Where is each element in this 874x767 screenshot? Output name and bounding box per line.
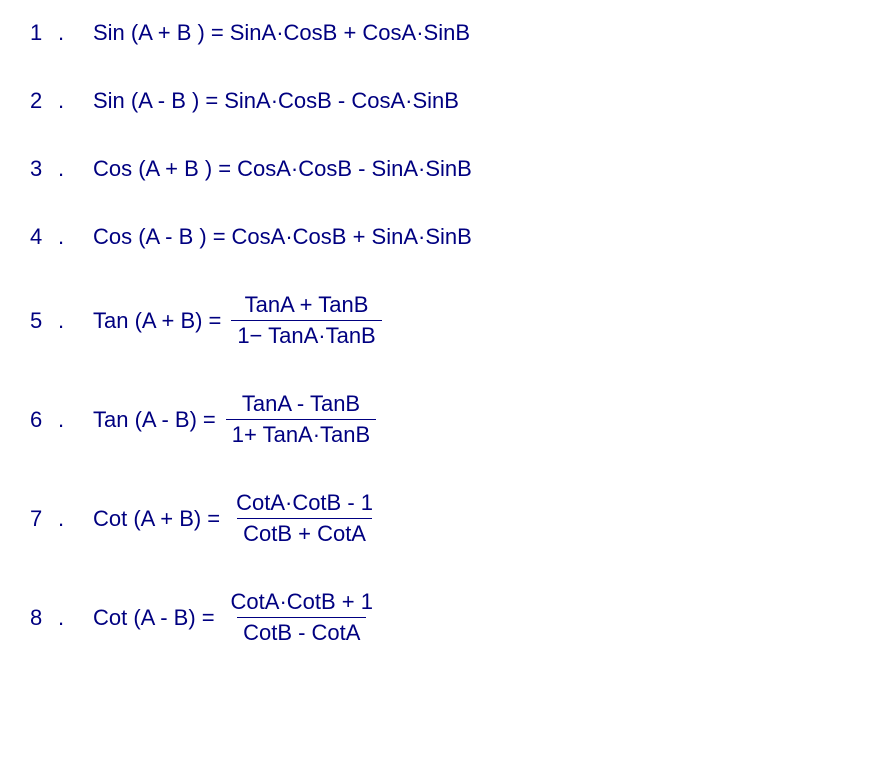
fraction-numerator: TanA + TanB <box>239 292 375 320</box>
formula-lhs: Tan (A + B) <box>93 308 202 334</box>
formula-dot: . <box>58 20 93 46</box>
fraction-numerator: TanA - TanB <box>236 391 366 419</box>
formula-lhs: Tan (A - B) <box>93 407 197 433</box>
formula-rhs: SinA·CosB + CosA·SinB <box>230 20 470 46</box>
formula-rhs: CosA·CosB - SinA·SinB <box>237 156 472 182</box>
formula-number: 3 <box>30 156 58 182</box>
formula-row: 4 . Cos (A - B ) = CosA·CosB + SinA·SinB <box>30 224 844 250</box>
formula-lhs: Sin (A - B ) <box>93 88 199 114</box>
formula-rhs: SinA·CosB - CosA·SinB <box>224 88 459 114</box>
formula-dot: . <box>58 407 93 433</box>
formula-row: 3 . Cos (A + B ) = CosA·CosB - SinA·SinB <box>30 156 844 182</box>
formula-lhs: Cos (A - B ) <box>93 224 207 250</box>
equals-sign: = <box>202 308 227 334</box>
formula-lhs: Sin (A + B ) <box>93 20 205 46</box>
formula-row: 8 . Cot (A - B) = CotA·CotB + 1 CotB - C… <box>30 589 844 646</box>
formula-row: 6 . Tan (A - B) = TanA - TanB 1+ TanA·Ta… <box>30 391 844 448</box>
equals-sign: = <box>212 156 237 182</box>
formula-number: 8 <box>30 605 58 631</box>
fraction-denominator: CotB + CotA <box>237 518 372 547</box>
formula-lhs: Cos (A + B ) <box>93 156 212 182</box>
equals-sign: = <box>197 407 222 433</box>
fraction-numerator: CotA·CotB + 1 <box>225 589 379 617</box>
formula-list: 1 . Sin (A + B ) = SinA·CosB + CosA·SinB… <box>0 0 874 708</box>
formula-fraction: CotA·CotB - 1 CotB + CotA <box>230 490 379 547</box>
formula-number: 6 <box>30 407 58 433</box>
formula-row: 5 . Tan (A + B) = TanA + TanB 1− TanA·Ta… <box>30 292 844 349</box>
formula-row: 7 . Cot (A + B) = CotA·CotB - 1 CotB + C… <box>30 490 844 547</box>
formula-row: 2 . Sin (A - B ) = SinA·CosB - CosA·SinB <box>30 88 844 114</box>
equals-sign: = <box>196 605 221 631</box>
equals-sign: = <box>205 20 230 46</box>
formula-fraction: CotA·CotB + 1 CotB - CotA <box>225 589 379 646</box>
formula-dot: . <box>58 605 93 631</box>
formula-row: 1 . Sin (A + B ) = SinA·CosB + CosA·SinB <box>30 20 844 46</box>
fraction-denominator: 1− TanA·TanB <box>231 320 381 349</box>
formula-dot: . <box>58 88 93 114</box>
formula-lhs: Cot (A + B) <box>93 506 201 532</box>
equals-sign: = <box>207 224 232 250</box>
fraction-denominator: CotB - CotA <box>237 617 366 646</box>
formula-dot: . <box>58 308 93 334</box>
formula-lhs: Cot (A - B) <box>93 605 196 631</box>
formula-fraction: TanA + TanB 1− TanA·TanB <box>231 292 381 349</box>
formula-number: 1 <box>30 20 58 46</box>
formula-number: 4 <box>30 224 58 250</box>
equals-sign: = <box>201 506 226 532</box>
equals-sign: = <box>199 88 224 114</box>
formula-dot: . <box>58 156 93 182</box>
formula-dot: . <box>58 506 93 532</box>
formula-rhs: CosA·CosB + SinA·SinB <box>232 224 472 250</box>
formula-number: 2 <box>30 88 58 114</box>
fraction-numerator: CotA·CotB - 1 <box>230 490 379 518</box>
fraction-denominator: 1+ TanA·TanB <box>226 419 376 448</box>
formula-fraction: TanA - TanB 1+ TanA·TanB <box>226 391 376 448</box>
formula-number: 5 <box>30 308 58 334</box>
formula-dot: . <box>58 224 93 250</box>
formula-number: 7 <box>30 506 58 532</box>
